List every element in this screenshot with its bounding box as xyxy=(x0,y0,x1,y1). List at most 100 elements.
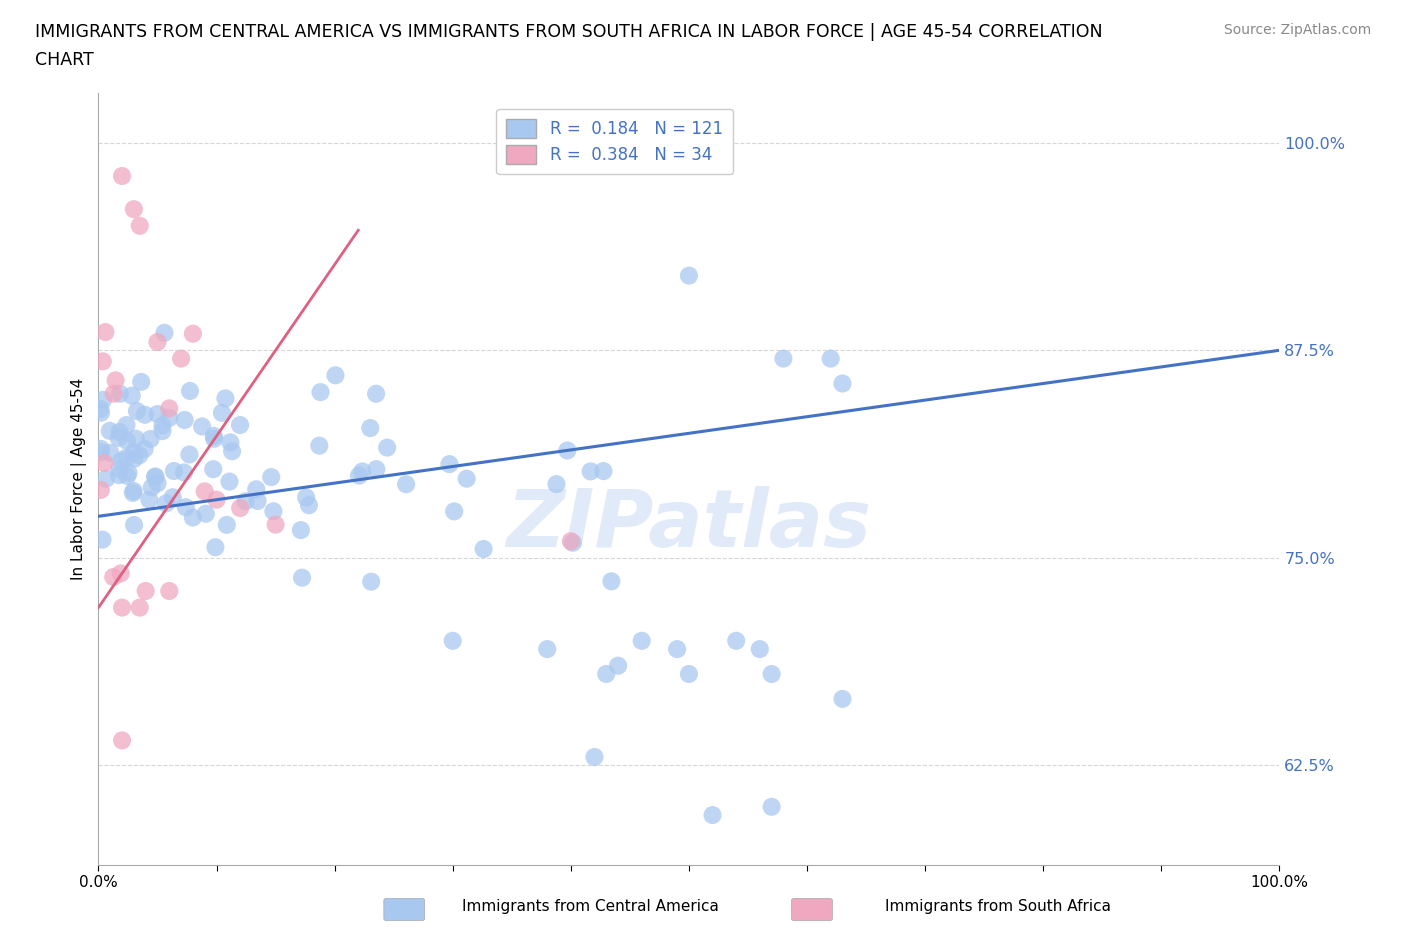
Point xyxy=(122,202,145,217)
Point xyxy=(122,485,145,500)
Point xyxy=(666,642,689,657)
Point xyxy=(194,506,217,521)
Point xyxy=(111,168,134,183)
Point xyxy=(202,429,225,444)
Point xyxy=(143,469,166,484)
Point xyxy=(229,418,252,432)
Point xyxy=(702,807,724,822)
Point xyxy=(600,574,623,589)
Point xyxy=(89,402,111,417)
Point xyxy=(360,574,382,589)
Point xyxy=(221,444,243,458)
Point xyxy=(204,539,226,554)
Text: IMMIGRANTS FROM CENTRAL AMERICA VS IMMIGRANTS FROM SOUTH AFRICA IN LABOR FORCE |: IMMIGRANTS FROM CENTRAL AMERICA VS IMMIG… xyxy=(35,23,1102,41)
Point xyxy=(218,474,240,489)
Point xyxy=(128,600,150,615)
Point xyxy=(546,477,568,492)
Point xyxy=(152,424,174,439)
Point xyxy=(472,541,495,556)
Point xyxy=(111,600,134,615)
Point xyxy=(443,504,465,519)
Point xyxy=(761,667,783,682)
Point xyxy=(93,456,115,471)
Point xyxy=(146,406,169,421)
Point xyxy=(295,490,318,505)
Point xyxy=(245,482,267,497)
Point xyxy=(831,376,853,391)
Point xyxy=(347,468,370,483)
Point xyxy=(291,570,314,585)
Point xyxy=(152,418,174,433)
Point xyxy=(153,326,176,340)
Text: ZIPatlas: ZIPatlas xyxy=(506,486,872,565)
Point xyxy=(583,750,606,764)
Point xyxy=(229,500,252,515)
Point xyxy=(122,484,145,498)
Point xyxy=(163,463,186,478)
Point xyxy=(630,633,652,648)
Point xyxy=(103,569,125,584)
Point xyxy=(181,510,204,525)
Point xyxy=(110,566,132,581)
Point xyxy=(290,523,312,538)
Y-axis label: In Labor Force | Age 45-54: In Labor Force | Age 45-54 xyxy=(72,378,87,580)
Point xyxy=(352,464,374,479)
Point xyxy=(214,391,236,405)
Point xyxy=(94,325,117,339)
Point xyxy=(202,432,225,446)
Point xyxy=(173,465,195,480)
Point xyxy=(90,405,112,420)
Point xyxy=(366,386,388,401)
Point xyxy=(592,464,614,479)
Point xyxy=(125,404,148,418)
Point xyxy=(129,375,152,390)
Point xyxy=(560,534,582,549)
Point xyxy=(108,386,131,401)
Point xyxy=(157,401,180,416)
Point xyxy=(135,583,157,598)
Point xyxy=(194,484,217,498)
Point xyxy=(117,466,139,481)
Point xyxy=(91,354,114,369)
Point xyxy=(831,692,853,707)
Point xyxy=(439,457,461,472)
Point xyxy=(115,433,138,448)
Point xyxy=(205,492,228,507)
Point xyxy=(91,532,114,547)
Legend: R =  0.184   N = 121, R =  0.384   N = 34: R = 0.184 N = 121, R = 0.384 N = 34 xyxy=(496,109,733,174)
Point xyxy=(111,733,134,748)
Text: Immigrants from Central America: Immigrants from Central America xyxy=(463,899,718,914)
Point xyxy=(748,642,770,657)
Point xyxy=(179,383,201,398)
Point xyxy=(108,461,131,476)
Point xyxy=(820,352,842,366)
Point xyxy=(91,392,114,407)
Point xyxy=(375,440,398,455)
Point xyxy=(298,498,321,512)
Point xyxy=(90,442,112,457)
Point xyxy=(121,388,143,403)
Point xyxy=(309,385,332,400)
Point xyxy=(115,450,138,465)
Point xyxy=(139,432,162,446)
Point xyxy=(366,461,388,476)
Point xyxy=(678,667,700,682)
Point xyxy=(260,470,283,485)
Point xyxy=(128,219,150,233)
Point xyxy=(115,469,138,484)
Point xyxy=(772,352,794,366)
Point xyxy=(219,435,242,450)
Point xyxy=(104,373,127,388)
Point xyxy=(246,494,269,509)
Point xyxy=(557,443,579,458)
Point xyxy=(122,445,145,459)
Point xyxy=(125,432,148,446)
Point xyxy=(179,447,201,462)
Point xyxy=(115,418,138,432)
Point xyxy=(761,800,783,815)
Point xyxy=(561,536,583,551)
Text: Source: ZipAtlas.com: Source: ZipAtlas.com xyxy=(1223,23,1371,37)
Point xyxy=(441,633,464,648)
Point xyxy=(94,472,117,486)
Point xyxy=(359,420,381,435)
